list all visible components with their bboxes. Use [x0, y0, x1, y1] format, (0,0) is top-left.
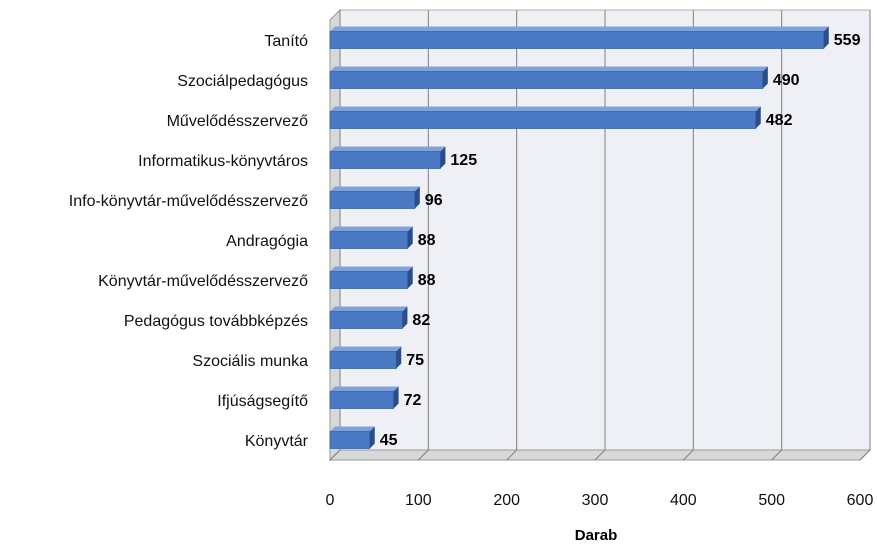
value-label: 559	[834, 32, 861, 49]
value-label: 482	[766, 112, 793, 129]
value-label: 45	[380, 432, 398, 449]
x-tick-label: 300	[582, 492, 609, 509]
bar	[329, 106, 761, 129]
bar-front-face	[329, 311, 403, 329]
labels: 0 100 200 300 400 500 600 Tanító 559 Szociálpedag…	[69, 32, 874, 509]
bar	[329, 226, 413, 249]
bar-front-face	[329, 391, 394, 409]
gridline-floor	[771, 449, 783, 461]
gridline-floor	[506, 449, 518, 461]
bar	[329, 146, 446, 169]
category-label: Könyvtár-művelődésszervező	[98, 273, 308, 290]
value-label: 96	[425, 192, 443, 209]
bar	[329, 66, 768, 89]
category-label: Szociálpedagógus	[177, 73, 308, 90]
x-tick-label: 500	[758, 492, 785, 509]
x-tick-label: 200	[493, 492, 520, 509]
bar	[329, 386, 399, 409]
gridline-floor	[859, 449, 871, 461]
x-tick-label: 600	[847, 492, 874, 509]
value-label: 88	[418, 272, 436, 289]
bar-top-face	[330, 106, 761, 112]
value-label: 125	[450, 152, 477, 169]
bar	[329, 26, 829, 49]
bar-end-face	[407, 226, 413, 249]
bar-front-face	[329, 271, 409, 289]
bar-end-face	[762, 66, 768, 89]
x-axis-title: Darab	[575, 527, 618, 544]
category-label: Informatikus-könyvtáros	[138, 153, 308, 170]
bar	[329, 186, 420, 209]
category-label: Ifjúságsegítő	[217, 393, 308, 410]
bar-end-face	[407, 266, 413, 289]
value-label: 75	[406, 352, 424, 369]
category-label: Info-könyvtár-művelődésszervező	[69, 193, 308, 210]
bar-front-face	[329, 71, 764, 89]
value-label: 72	[404, 392, 422, 409]
bar-top-face	[330, 266, 413, 272]
value-label: 82	[412, 312, 430, 329]
category-label: Andragógia	[226, 233, 308, 250]
bar-top-face	[330, 426, 375, 432]
bar-end-face	[414, 186, 420, 209]
bar-front-face	[329, 231, 409, 249]
x-tick-label: 400	[670, 492, 697, 509]
bars	[329, 26, 829, 449]
bar-end-face	[755, 106, 761, 129]
bar-top-face	[330, 346, 402, 352]
bar-front-face	[329, 111, 757, 129]
bar	[329, 426, 375, 449]
bar-front-face	[329, 31, 825, 49]
x-tick-label: 100	[405, 492, 432, 509]
bar-top-face	[330, 146, 446, 152]
bar-end-face	[402, 306, 408, 329]
bar-top-face	[330, 226, 413, 232]
value-label: 490	[773, 72, 800, 89]
bar-top-face	[330, 386, 399, 392]
x-tick-label: 0	[326, 492, 335, 509]
bar-end-face	[369, 426, 375, 449]
value-label: 88	[418, 232, 436, 249]
category-label: Pedagógus továbbképzés	[124, 313, 308, 330]
category-label: Művelődésszervező	[167, 113, 309, 130]
bar-top-face	[330, 306, 408, 312]
bar-front-face	[329, 191, 416, 209]
bar-front-face	[329, 431, 371, 449]
bar-front-face	[329, 151, 441, 169]
bar-end-face	[396, 346, 402, 369]
category-label: Szociális munka	[192, 353, 308, 370]
bar-end-face	[440, 146, 446, 169]
bar-top-face	[330, 26, 829, 32]
gridline-floor	[329, 449, 341, 461]
bar-end-face	[393, 386, 399, 409]
bar-top-face	[330, 186, 420, 192]
bar	[329, 306, 408, 329]
bar-front-face	[329, 351, 397, 369]
gridline-floor	[417, 449, 429, 461]
bar-top-face	[330, 66, 768, 72]
gridline-floor	[594, 449, 606, 461]
category-label: Tanító	[264, 33, 308, 50]
category-label: Könyvtár	[245, 433, 309, 450]
bar	[329, 266, 413, 289]
gridline-floor	[682, 449, 694, 461]
bar	[329, 346, 402, 369]
bar-end-face	[823, 26, 829, 49]
